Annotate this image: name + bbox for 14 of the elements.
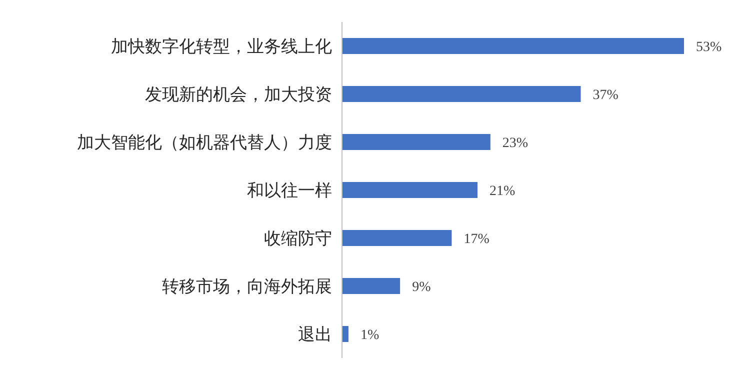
- y-tick-label: 退出: [298, 325, 332, 344]
- y-tick-label: 转移市场，向海外拓展: [162, 277, 332, 296]
- y-tick-label: 收缩防守: [264, 229, 332, 248]
- y-tick-label: 发现新的机会，加大投资: [145, 85, 332, 104]
- data-label: 9%: [412, 280, 432, 295]
- data-label: 1%: [360, 328, 380, 343]
- data-label: 23%: [502, 136, 528, 151]
- data-label: 21%: [490, 184, 516, 199]
- y-tick-label: 加大智能化（如机器代替人）力度: [77, 133, 332, 152]
- data-label: 17%: [464, 232, 490, 247]
- data-label: 37%: [592, 88, 619, 103]
- y-tick-label: 和以往一样: [247, 181, 332, 200]
- y-tick-label: 加快数字化转型，业务线上化: [111, 37, 332, 56]
- data-label: 53%: [696, 40, 722, 55]
